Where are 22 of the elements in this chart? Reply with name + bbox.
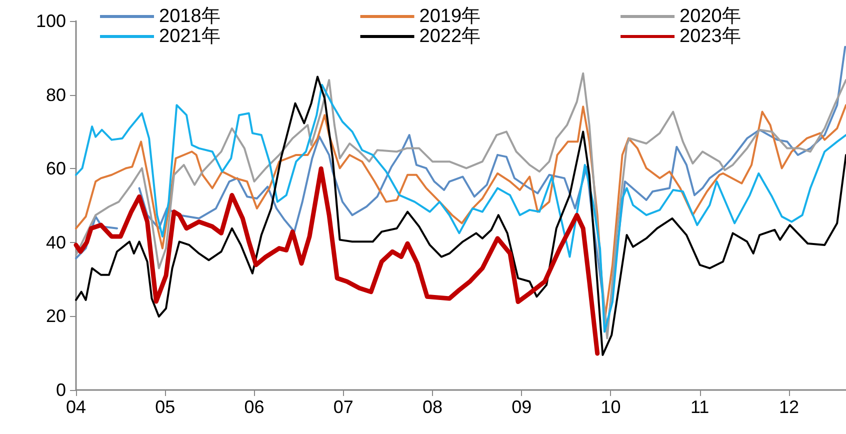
x-tick-label: 12	[778, 397, 799, 417]
x-tick-label: 10	[600, 397, 621, 417]
x-tick-label: 09	[512, 397, 532, 417]
y-tick-label: 60	[46, 158, 66, 179]
legend-label: 2020年	[680, 6, 741, 27]
line-series	[74, 166, 600, 356]
x-tick-label: 07	[333, 397, 354, 417]
x-tick-label: 08	[422, 397, 442, 417]
legend-label: 2022年	[419, 26, 481, 47]
x-tick-label: 05	[155, 397, 176, 417]
y-tick-label: 100	[36, 11, 66, 31]
y-tick-label: 40	[46, 232, 66, 252]
x-tick-label: 04	[66, 397, 86, 417]
x-tick-label: 11	[690, 397, 710, 417]
y-tick-label: 80	[46, 84, 66, 105]
y-tick-label: 0	[56, 380, 66, 400]
x-tick-label: 06	[244, 397, 264, 417]
legend-label: 2018年	[159, 6, 220, 27]
y-tick-label: 20	[46, 306, 66, 326]
legend-label: 2023年	[680, 26, 741, 47]
legend-label: 2019年	[419, 6, 481, 27]
legend-label: 2021年	[159, 26, 220, 47]
